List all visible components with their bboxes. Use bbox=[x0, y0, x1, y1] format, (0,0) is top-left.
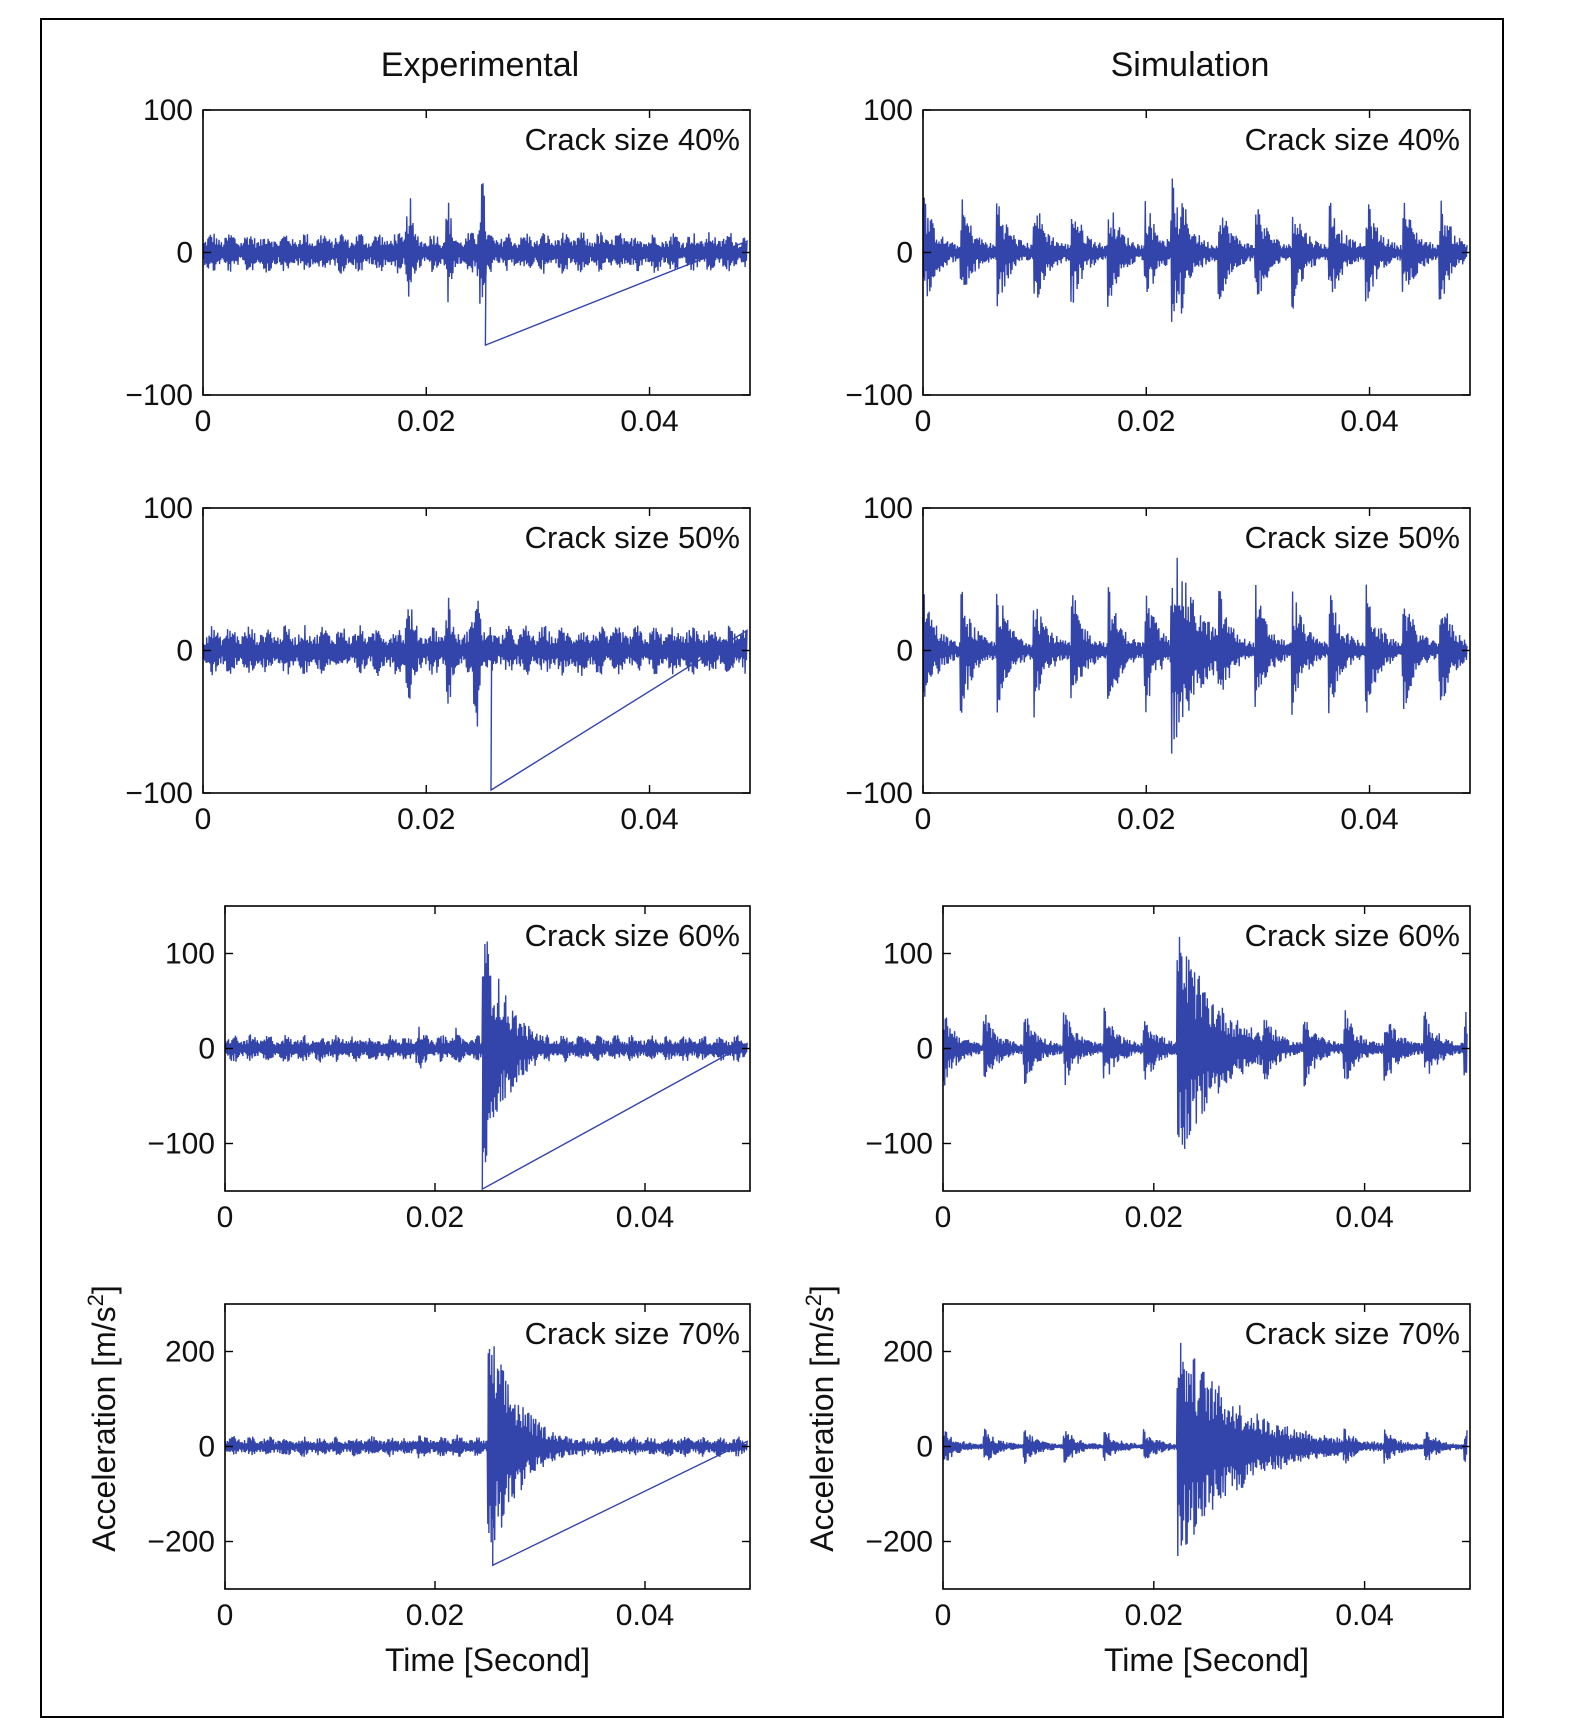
signal-trace bbox=[922, 178, 1468, 322]
crack-size-annotation: Crack size 50% bbox=[1245, 520, 1460, 555]
crack-size-annotation: Crack size 40% bbox=[1245, 122, 1460, 157]
y-axis-label: Acceleration [m/s2] bbox=[83, 1285, 122, 1552]
signal-trace bbox=[202, 183, 748, 347]
y-tick-label: 0 bbox=[176, 635, 193, 668]
y-tick-label: −100 bbox=[845, 777, 913, 810]
x-tick-label: 0.04 bbox=[616, 1599, 674, 1632]
crack-size-annotation: Crack size 40% bbox=[525, 122, 740, 157]
y-tick-label: −100 bbox=[865, 1128, 933, 1161]
y-tick-label: 0 bbox=[916, 1033, 933, 1066]
y-tick-label: 100 bbox=[863, 492, 913, 525]
crack-size-annotation: Crack size 60% bbox=[525, 918, 740, 953]
signal-trace bbox=[942, 1342, 1468, 1557]
signal-trace bbox=[224, 1346, 748, 1567]
y-tick-label: −200 bbox=[147, 1526, 215, 1559]
y-tick-label: 100 bbox=[143, 492, 193, 525]
y-tick-label: 200 bbox=[883, 1336, 933, 1369]
subplot-5: −100 0 100 0 0.02 0.04 Crack size 60% bbox=[147, 905, 751, 1234]
x-tick-label: 0.02 bbox=[397, 803, 455, 836]
x-tick-label: 0.04 bbox=[620, 405, 678, 438]
x-tick-label: 0 bbox=[217, 1201, 234, 1234]
x-tick-label: 0.02 bbox=[406, 1599, 464, 1632]
x-tick-label: 0.04 bbox=[616, 1201, 674, 1234]
crack-size-annotation: Crack size 50% bbox=[525, 520, 740, 555]
y-tick-label: 100 bbox=[165, 938, 215, 971]
x-tick-label: 0.04 bbox=[1335, 1599, 1393, 1632]
figure-frame bbox=[40, 18, 1504, 1718]
x-tick-label: 0.02 bbox=[1117, 405, 1175, 438]
x-tick-label: 0.02 bbox=[397, 405, 455, 438]
x-tick-label: 0.02 bbox=[1117, 803, 1175, 836]
y-tick-label: −100 bbox=[147, 1128, 215, 1161]
x-tick-label: 0.04 bbox=[1340, 803, 1398, 836]
y-tick-label: −200 bbox=[865, 1526, 933, 1559]
y-tick-label: 100 bbox=[883, 938, 933, 971]
y-tick-label: 100 bbox=[143, 94, 193, 127]
x-tick-label: 0.04 bbox=[1335, 1201, 1393, 1234]
subplot-6: −100 0 100 0 0.02 0.04 Crack size 60% bbox=[865, 905, 1471, 1234]
y-tick-label: 0 bbox=[198, 1033, 215, 1066]
y-tick-label: 0 bbox=[198, 1431, 215, 1464]
crack-size-annotation: Crack size 70% bbox=[1245, 1316, 1460, 1351]
x-tick-label: 0 bbox=[915, 803, 932, 836]
x-axis-label: Time [Second] bbox=[385, 1642, 590, 1678]
x-tick-label: 0.02 bbox=[1125, 1599, 1183, 1632]
subplot-7: −200 0 200 0 0.02 0.04 Crack size 70% Time [Sec… bbox=[83, 1285, 751, 1678]
y-tick-label: 0 bbox=[916, 1431, 933, 1464]
y-axis-label: Acceleration [m/s2] bbox=[801, 1285, 840, 1552]
signal-trace bbox=[922, 557, 1468, 754]
subplot-8: −200 0 200 0 0.02 0.04 Crack size 70% Time [Sec… bbox=[801, 1285, 1471, 1678]
x-tick-label: 0 bbox=[935, 1201, 952, 1234]
crack-size-annotation: Crack size 70% bbox=[525, 1316, 740, 1351]
column-title-experimental: Experimental bbox=[380, 46, 580, 84]
y-tick-label: 0 bbox=[896, 237, 913, 270]
y-tick-label: 0 bbox=[176, 237, 193, 270]
y-tick-label: 0 bbox=[896, 635, 913, 668]
signal-trace bbox=[942, 936, 1468, 1149]
x-tick-label: 0.04 bbox=[1340, 405, 1398, 438]
y-tick-label: 100 bbox=[863, 94, 913, 127]
y-tick-label: −100 bbox=[845, 379, 913, 412]
crack-size-annotation: Crack size 60% bbox=[1245, 918, 1460, 953]
x-tick-label: 0.02 bbox=[1125, 1201, 1183, 1234]
signal-trace bbox=[224, 941, 748, 1191]
y-tick-label: −100 bbox=[125, 777, 193, 810]
x-tick-label: 0 bbox=[935, 1599, 952, 1632]
signal-trace bbox=[202, 597, 748, 792]
column-title-simulation: Simulation bbox=[1110, 46, 1270, 84]
y-tick-label: 200 bbox=[165, 1336, 215, 1369]
x-tick-label: 0.04 bbox=[620, 803, 678, 836]
x-tick-label: 0.02 bbox=[406, 1201, 464, 1234]
x-tick-label: 0 bbox=[195, 803, 212, 836]
x-tick-label: 0 bbox=[195, 405, 212, 438]
x-tick-label: 0 bbox=[217, 1599, 234, 1632]
x-tick-label: 0 bbox=[915, 405, 932, 438]
y-tick-label: −100 bbox=[125, 379, 193, 412]
x-axis-label: Time [Second] bbox=[1104, 1642, 1309, 1678]
